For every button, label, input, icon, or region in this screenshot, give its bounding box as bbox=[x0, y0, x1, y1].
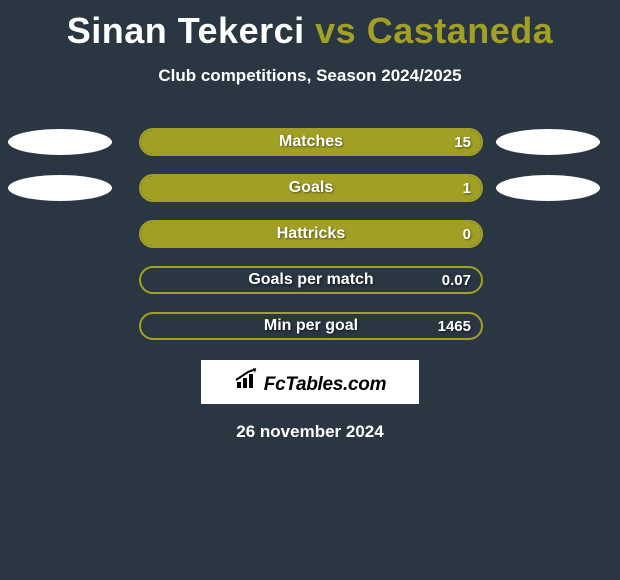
logo-text: FcTables.com bbox=[264, 374, 386, 396]
date-text: 26 november 2024 bbox=[0, 422, 620, 442]
stat-rows: Matches15 Goals1 Hattricks0 Goals per match… bbox=[0, 128, 620, 340]
player1-oval bbox=[8, 129, 112, 155]
logo-badge: FcTables.com bbox=[201, 360, 419, 404]
stat-value: 15 bbox=[454, 130, 471, 154]
stat-label: Goals bbox=[141, 176, 481, 200]
stat-label: Min per goal bbox=[141, 314, 481, 338]
stat-row: Goals per match0.07 bbox=[0, 266, 620, 294]
stat-row: Hattricks0 bbox=[0, 220, 620, 248]
player1-name: Sinan Tekerci bbox=[67, 10, 305, 51]
stat-label: Hattricks bbox=[141, 222, 481, 246]
subtitle: Club competitions, Season 2024/2025 bbox=[0, 66, 620, 86]
stat-row: Min per goal1465 bbox=[0, 312, 620, 340]
stat-bar: Min per goal1465 bbox=[139, 312, 483, 340]
stat-label: Goals per match bbox=[141, 268, 481, 292]
stat-row: Matches15 bbox=[0, 128, 620, 156]
stat-bar: Matches15 bbox=[139, 128, 483, 156]
chart-icon bbox=[234, 368, 260, 390]
stat-value: 1 bbox=[463, 176, 471, 200]
stat-bar: Goals per match0.07 bbox=[139, 266, 483, 294]
player2-oval bbox=[496, 175, 600, 201]
player2-oval bbox=[496, 129, 600, 155]
stat-value: 1465 bbox=[438, 314, 471, 338]
stat-row: Goals1 bbox=[0, 174, 620, 202]
stat-value: 0.07 bbox=[442, 268, 471, 292]
stat-bar: Hattricks0 bbox=[139, 220, 483, 248]
vs-separator: vs bbox=[315, 10, 356, 51]
player2-name: Castaneda bbox=[367, 10, 554, 51]
page-title: Sinan Tekerci vs Castaneda bbox=[0, 0, 620, 52]
stat-bar: Goals1 bbox=[139, 174, 483, 202]
stat-label: Matches bbox=[141, 130, 481, 154]
player1-oval bbox=[8, 175, 112, 201]
stat-value: 0 bbox=[463, 222, 471, 246]
